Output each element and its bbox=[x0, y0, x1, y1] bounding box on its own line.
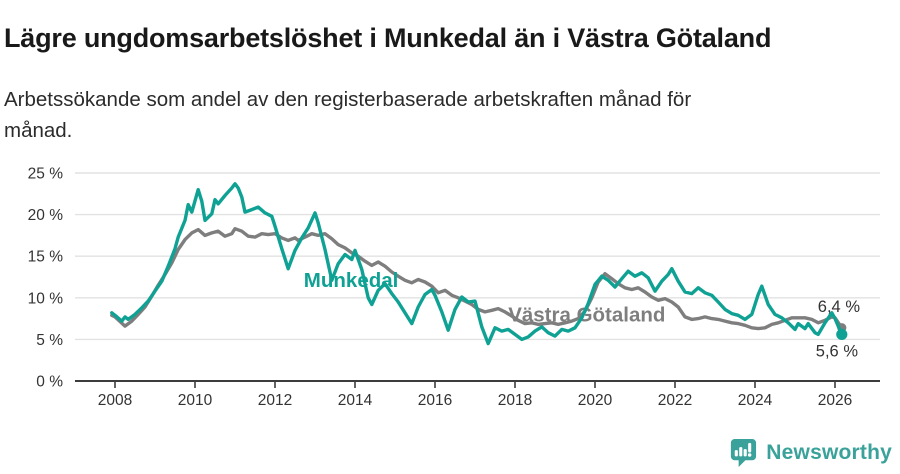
page-title: Lägre ungdomsarbetslöshet i Munkedal än … bbox=[4, 23, 772, 54]
logo-bar-3 bbox=[743, 449, 748, 457]
y-tick-label: 20 % bbox=[28, 207, 64, 224]
x-tick-label: 2012 bbox=[258, 392, 292, 409]
line-chart: 0 % 5 % 10 % 15 % 20 % 25 % 2008 2010 2012 2014 20… bbox=[28, 166, 880, 409]
y-tick-label: 0 % bbox=[36, 374, 63, 391]
end-value-label-munkedal: 5,6 % bbox=[816, 342, 859, 360]
logo-bubble-shape bbox=[731, 438, 757, 468]
end-value-label-vastra-gotaland: 6,4 % bbox=[818, 298, 861, 316]
x-tick-label: 2020 bbox=[578, 392, 613, 409]
x-tick-label: 2014 bbox=[338, 392, 373, 409]
x-tick-label: 2026 bbox=[818, 392, 852, 409]
x-tick-label: 2022 bbox=[658, 392, 692, 409]
x-tick-label: 2008 bbox=[98, 392, 132, 409]
logo-exclamation-dot bbox=[748, 453, 752, 457]
end-dot-munkedal bbox=[836, 328, 848, 341]
y-tick-label: 10 % bbox=[28, 290, 64, 307]
subtitle-line-1: Arbetssökande som andel av den registerb… bbox=[4, 87, 692, 111]
logo-exclamation-stem bbox=[748, 442, 752, 453]
x-tick-label: 2016 bbox=[418, 392, 452, 409]
y-tick-label: 5 % bbox=[36, 332, 63, 349]
x-tick-label: 2010 bbox=[178, 392, 213, 409]
logo-bar-1 bbox=[735, 450, 739, 457]
x-tick-label: 2024 bbox=[738, 392, 773, 409]
logo-bar-2 bbox=[739, 447, 743, 457]
y-tick-label: 15 % bbox=[28, 249, 64, 266]
newsworthy-logo-icon bbox=[731, 438, 757, 468]
y-tick-label: 25 % bbox=[28, 166, 64, 183]
subtitle-line-2: månad. bbox=[4, 119, 73, 143]
brand-footer: Newsworthy bbox=[727, 437, 892, 468]
brand-wordmark: Newsworthy bbox=[766, 440, 892, 464]
series-line-munkedal bbox=[110, 182, 844, 346]
x-tick-label: 2018 bbox=[498, 392, 532, 409]
series-label-vastra-gotaland: Västra Götaland bbox=[508, 304, 665, 327]
series-label-munkedal: Munkedal bbox=[304, 269, 399, 292]
chart-subtitle: Arbetssökande som andel av den registerb… bbox=[4, 84, 864, 148]
